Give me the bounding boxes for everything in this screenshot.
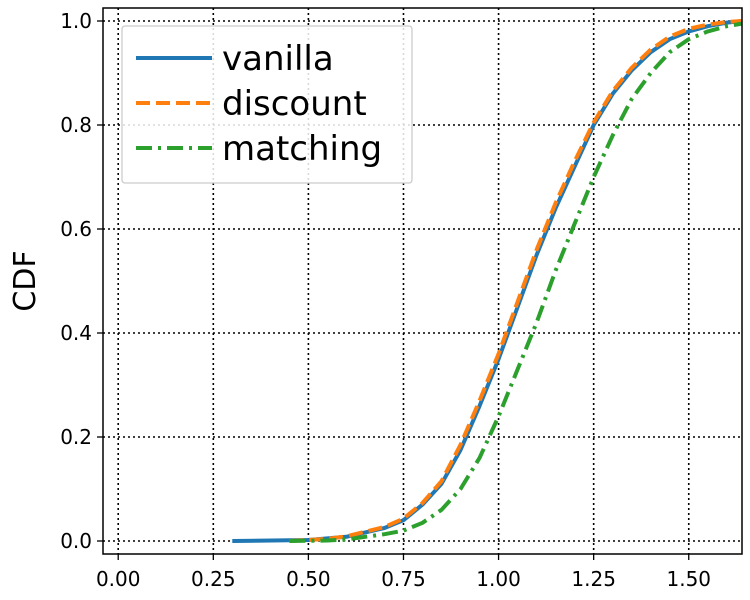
- plot-frame: [102, 7, 743, 555]
- series-line-discount: [289, 19, 743, 543]
- legend-label-vanilla: vanilla: [222, 39, 334, 79]
- series-line-matching: [289, 21, 743, 543]
- legend: vanilla discount matching: [121, 25, 413, 184]
- x-tick-label: 0.50: [286, 567, 331, 591]
- y-tick-label: 1.0: [60, 9, 92, 33]
- x-tick-label: 0.00: [96, 567, 141, 591]
- y-tick-label: 0.4: [60, 321, 92, 345]
- y-tick-label: 0.6: [60, 217, 92, 241]
- x-tick-label: 1.00: [476, 567, 521, 591]
- legend-box: [121, 25, 413, 184]
- y-axis-label: CDF: [8, 250, 43, 311]
- y-tick-label: 0.2: [60, 425, 92, 449]
- series-lines: [232, 19, 743, 543]
- legend-label-matching: matching: [222, 129, 382, 169]
- x-tick-label: 0.75: [381, 567, 426, 591]
- legend-label-discount: discount: [222, 84, 367, 124]
- x-tick-label: 0.25: [191, 567, 236, 591]
- y-tick-label: 0.0: [60, 529, 92, 553]
- axis-ticks: 0.00 0.25 0.50 0.75 1.00 1.25 1.50 0.0 0.2 0.4 0.6…: [60, 9, 711, 591]
- x-tick-label: 1.50: [666, 567, 711, 591]
- y-tick-label: 0.8: [60, 113, 92, 137]
- x-tick-label: 1.25: [571, 567, 616, 591]
